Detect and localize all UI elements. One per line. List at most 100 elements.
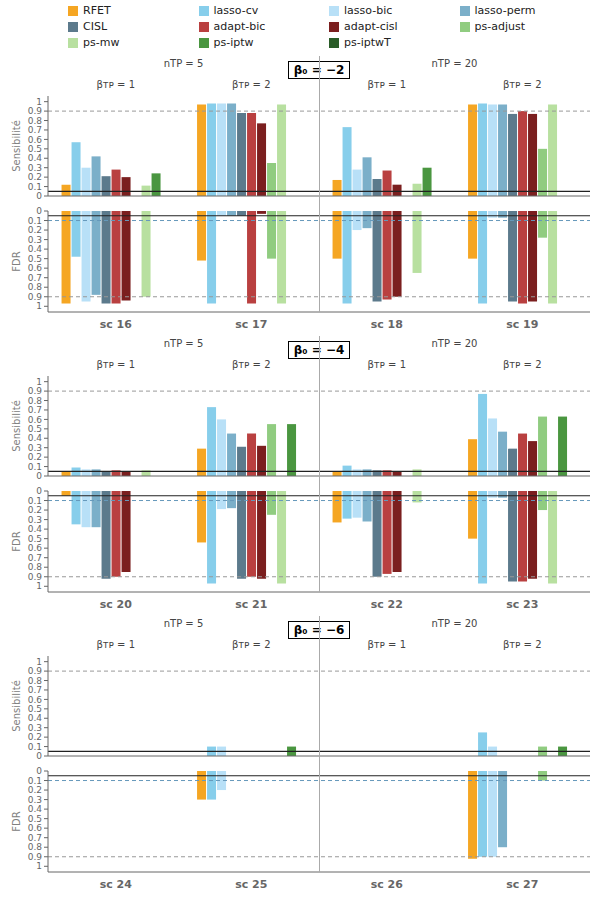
svg-text:βᴛᴘ = 1: βᴛᴘ = 1 — [367, 360, 406, 370]
svg-text:0: 0 — [36, 206, 42, 216]
svg-text:0.8: 0.8 — [28, 116, 43, 126]
svg-text:βᴛᴘ = 2: βᴛᴘ = 2 — [232, 80, 271, 90]
svg-text:sc 23: sc 23 — [506, 598, 538, 611]
svg-text:βᴛᴘ = 2: βᴛᴘ = 2 — [503, 360, 542, 370]
svg-text:Sensibilité: Sensibilité — [11, 400, 22, 452]
svg-text:0.7: 0.7 — [28, 833, 42, 843]
html-text:β₀ = −6: β₀ = −6 — [293, 623, 345, 637]
svg-text:0.7: 0.7 — [28, 685, 42, 695]
svg-text:0.3: 0.3 — [28, 443, 42, 453]
svg-text:0.6: 0.6 — [28, 263, 43, 273]
svg-text:0.6: 0.6 — [28, 695, 43, 705]
svg-text:0.1: 0.1 — [28, 216, 42, 226]
svg-text:0.9: 0.9 — [28, 386, 43, 396]
svg-text:sc 24: sc 24 — [100, 878, 133, 891]
svg-text:Sensibilité: Sensibilité — [11, 120, 22, 172]
svg-text:sc 19: sc 19 — [506, 318, 538, 331]
svg-text:0.7: 0.7 — [28, 125, 42, 135]
svg-text:0: 0 — [36, 486, 42, 496]
svg-text:βᴛᴘ = 2: βᴛᴘ = 2 — [503, 640, 542, 650]
svg-text:0.4: 0.4 — [28, 153, 43, 163]
svg-text:FDR: FDR — [11, 811, 22, 831]
svg-text:0.4: 0.4 — [28, 713, 43, 723]
svg-text:1: 1 — [36, 301, 42, 311]
svg-text:0.1: 0.1 — [28, 462, 42, 472]
svg-text:sc 27: sc 27 — [506, 878, 538, 891]
svg-text:sc 17: sc 17 — [235, 318, 267, 331]
svg-text:0.6: 0.6 — [28, 135, 43, 145]
svg-text:0.1: 0.1 — [28, 182, 42, 192]
svg-text:0.9: 0.9 — [28, 666, 43, 676]
svg-text:0.3: 0.3 — [28, 795, 42, 805]
svg-text:sc 26: sc 26 — [371, 878, 404, 891]
svg-text:0.6: 0.6 — [28, 823, 43, 833]
svg-text:1: 1 — [36, 657, 42, 667]
svg-text:βᴛᴘ = 1: βᴛᴘ = 1 — [367, 80, 406, 90]
html-text:β₀ = −2: β₀ = −2 — [293, 63, 345, 77]
svg-text:0.9: 0.9 — [28, 852, 43, 862]
svg-text:0.3: 0.3 — [28, 723, 42, 733]
svg-text:βᴛᴘ = 2: βᴛᴘ = 2 — [232, 360, 271, 370]
svg-text:FDR: FDR — [11, 251, 22, 271]
svg-text:0.2: 0.2 — [28, 732, 42, 742]
svg-text:0.5: 0.5 — [28, 814, 42, 824]
svg-text:0.5: 0.5 — [28, 424, 42, 434]
svg-text:0.4: 0.4 — [28, 804, 43, 814]
svg-text:sc 16: sc 16 — [100, 318, 133, 331]
svg-text:0.7: 0.7 — [28, 273, 42, 283]
svg-text:1: 1 — [36, 97, 42, 107]
svg-text:0.2: 0.2 — [28, 505, 42, 515]
svg-text:0.4: 0.4 — [28, 433, 43, 443]
svg-text:0.2: 0.2 — [28, 172, 42, 182]
svg-text:0.1: 0.1 — [28, 496, 42, 506]
svg-text:sc 18: sc 18 — [371, 318, 403, 331]
svg-text:0.9: 0.9 — [28, 292, 43, 302]
svg-text:0.8: 0.8 — [28, 396, 43, 406]
svg-text:sc 25: sc 25 — [235, 878, 267, 891]
svg-text:0.1: 0.1 — [28, 742, 42, 752]
svg-text:0.4: 0.4 — [28, 244, 43, 254]
svg-text:0.6: 0.6 — [28, 543, 43, 553]
svg-text:βᴛᴘ = 2: βᴛᴘ = 2 — [232, 640, 271, 650]
svg-text:0.7: 0.7 — [28, 553, 42, 563]
svg-text:sc 20: sc 20 — [100, 598, 133, 611]
svg-text:1: 1 — [36, 861, 42, 871]
svg-text:0.9: 0.9 — [28, 106, 43, 116]
svg-text:1: 1 — [36, 581, 42, 591]
svg-text:βᴛᴘ = 1: βᴛᴘ = 1 — [367, 640, 406, 650]
svg-text:0.2: 0.2 — [28, 785, 42, 795]
svg-text:0.8: 0.8 — [28, 676, 43, 686]
svg-text:βᴛᴘ = 1: βᴛᴘ = 1 — [96, 80, 135, 90]
svg-text:0.6: 0.6 — [28, 415, 43, 425]
svg-text:0.2: 0.2 — [28, 452, 42, 462]
svg-text:0: 0 — [36, 191, 42, 201]
svg-text:1: 1 — [36, 377, 42, 387]
svg-text:βᴛᴘ = 1: βᴛᴘ = 1 — [96, 640, 135, 650]
svg-text:0.2: 0.2 — [28, 225, 42, 235]
svg-text:0: 0 — [36, 751, 42, 761]
html-text:β₀ = −4: β₀ = −4 — [293, 343, 345, 357]
svg-text:0.8: 0.8 — [28, 562, 43, 572]
svg-text:0.4: 0.4 — [28, 524, 43, 534]
svg-text:0.8: 0.8 — [28, 282, 43, 292]
svg-text:0.5: 0.5 — [28, 254, 42, 264]
svg-text:sc 21: sc 21 — [235, 598, 267, 611]
html-text:RFET: RFET — [83, 4, 111, 17]
svg-text:0.1: 0.1 — [28, 776, 42, 786]
svg-text:0.3: 0.3 — [28, 515, 42, 525]
svg-text:0.8: 0.8 — [28, 842, 43, 852]
svg-text:0.7: 0.7 — [28, 405, 42, 415]
svg-text:Sensibilité: Sensibilité — [11, 680, 22, 732]
svg-text:0.5: 0.5 — [28, 704, 42, 714]
svg-text:βᴛᴘ = 2: βᴛᴘ = 2 — [503, 80, 542, 90]
svg-text:0: 0 — [36, 471, 42, 481]
svg-text:0.9: 0.9 — [28, 572, 43, 582]
svg-text:0: 0 — [36, 766, 42, 776]
svg-text:0.5: 0.5 — [28, 534, 42, 544]
svg-text:0.3: 0.3 — [28, 163, 42, 173]
svg-text:βᴛᴘ = 1: βᴛᴘ = 1 — [96, 360, 135, 370]
svg-text:0.3: 0.3 — [28, 235, 42, 245]
svg-text:FDR: FDR — [11, 531, 22, 551]
svg-text:sc 22: sc 22 — [371, 598, 403, 611]
svg-text:0.5: 0.5 — [28, 144, 42, 154]
